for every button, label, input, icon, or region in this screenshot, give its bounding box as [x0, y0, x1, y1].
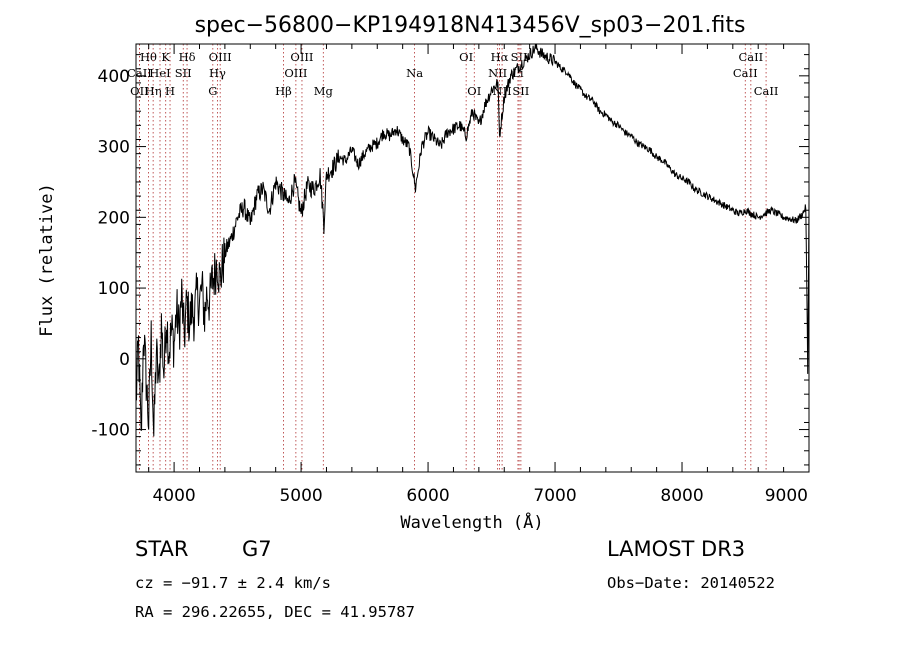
- line-marker-label: HeI: [149, 66, 170, 80]
- line-marker-label: Hγ: [209, 66, 226, 80]
- x-tick-label: 5000: [279, 486, 322, 506]
- line-marker-label: H: [165, 84, 175, 98]
- x-tick-label: 4000: [152, 486, 195, 506]
- spectrum-line: [135, 43, 810, 437]
- x-tick-label: 9000: [765, 486, 808, 506]
- object-class: STAR: [135, 537, 189, 561]
- line-marker-label: G: [208, 84, 217, 98]
- redshift-text: cz = −91.7 ± 2.4 km/s: [135, 574, 331, 592]
- line-marker-label: SII: [511, 50, 528, 64]
- survey-name: LAMOST DR3: [607, 537, 746, 561]
- obs-date-text: Obs−Date: 20140522: [607, 574, 775, 592]
- y-tick-label: 100: [98, 279, 130, 299]
- x-tick-label: 7000: [533, 486, 576, 506]
- x-tick-label: 6000: [406, 486, 449, 506]
- line-marker-label: Hθ: [140, 50, 157, 64]
- line-marker-label: Hβ: [275, 84, 292, 98]
- y-tick-label: 200: [98, 208, 130, 228]
- line-marker-label: OI: [459, 50, 473, 64]
- object-subclass: G7: [242, 537, 272, 561]
- chart-title: spec−56800−KP194918N413456V_sp03−201.fit…: [195, 13, 746, 38]
- plot-frame: [135, 43, 810, 473]
- emission-line-markers: HθOIIHηHeICaIIKHSIIHδGHγOIIIHβOIIIOIIIMg…: [127, 44, 778, 472]
- line-marker-label: K: [161, 50, 170, 64]
- coordinates-text: RA = 296.22655, DEC = 41.95787: [135, 603, 415, 621]
- line-marker-label: OIII: [209, 50, 232, 64]
- x-axis: 4000 5000 6000 7000 8000 9000: [148, 44, 810, 506]
- line-marker-label: CaII: [754, 84, 779, 98]
- line-marker-label: NII: [488, 66, 507, 80]
- line-marker-label: SII: [512, 84, 529, 98]
- y-tick-label: 400: [98, 67, 130, 87]
- line-marker-label: OI: [467, 84, 481, 98]
- line-marker-label: CaII: [127, 66, 152, 80]
- line-marker-label: Hη: [145, 84, 162, 98]
- y-tick-label: -100: [91, 421, 130, 441]
- line-marker-label: Mg: [314, 84, 334, 98]
- line-marker-label: Na: [406, 66, 423, 80]
- line-marker-label: CaII: [738, 50, 763, 64]
- line-marker-label: OIII: [284, 66, 307, 80]
- y-axis-label: Flux (relative): [37, 183, 57, 337]
- y-tick-label: 0: [119, 350, 130, 370]
- line-marker-label: CaII: [733, 66, 758, 80]
- line-marker-label: OII: [130, 84, 149, 98]
- y-axis: -100 0 100 200 300 400: [91, 54, 809, 466]
- line-marker-label: OIII: [290, 50, 313, 64]
- y-tick-label: 300: [98, 138, 130, 158]
- x-axis-label: Wavelength (Å): [400, 511, 543, 533]
- line-marker-label: Hα: [491, 50, 509, 64]
- line-marker-label: SII: [175, 66, 192, 80]
- line-marker-label: Hδ: [179, 50, 196, 64]
- x-tick-label: 8000: [660, 486, 703, 506]
